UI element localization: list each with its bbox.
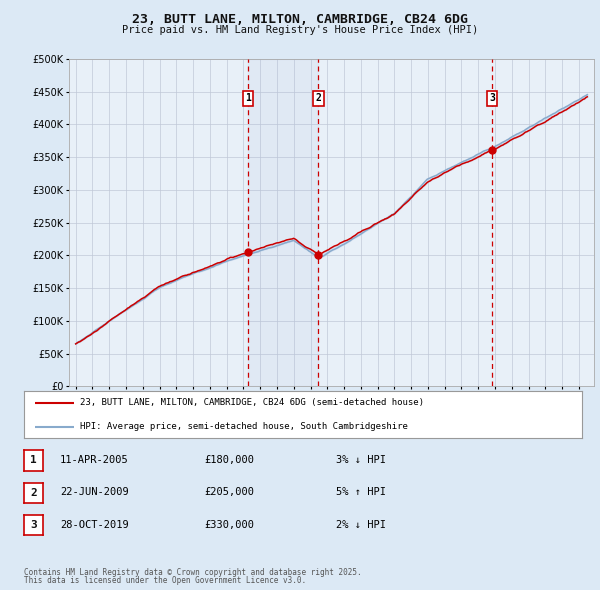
Text: 23, BUTT LANE, MILTON, CAMBRIDGE, CB24 6DG: 23, BUTT LANE, MILTON, CAMBRIDGE, CB24 6…: [132, 13, 468, 26]
Text: £330,000: £330,000: [204, 520, 254, 530]
Text: 1: 1: [245, 93, 251, 103]
Text: 2% ↓ HPI: 2% ↓ HPI: [336, 520, 386, 530]
Text: Contains HM Land Registry data © Crown copyright and database right 2025.: Contains HM Land Registry data © Crown c…: [24, 568, 362, 577]
Text: 2: 2: [316, 93, 322, 103]
Text: £205,000: £205,000: [204, 487, 254, 497]
Text: 1: 1: [30, 455, 37, 466]
Text: 3% ↓ HPI: 3% ↓ HPI: [336, 455, 386, 465]
Text: 22-JUN-2009: 22-JUN-2009: [60, 487, 129, 497]
Text: This data is licensed under the Open Government Licence v3.0.: This data is licensed under the Open Gov…: [24, 576, 306, 585]
Text: HPI: Average price, semi-detached house, South Cambridgeshire: HPI: Average price, semi-detached house,…: [80, 422, 407, 431]
Text: 5% ↑ HPI: 5% ↑ HPI: [336, 487, 386, 497]
Text: 23, BUTT LANE, MILTON, CAMBRIDGE, CB24 6DG (semi-detached house): 23, BUTT LANE, MILTON, CAMBRIDGE, CB24 6…: [80, 398, 424, 408]
Bar: [248, 59, 319, 386]
Text: Price paid vs. HM Land Registry's House Price Index (HPI): Price paid vs. HM Land Registry's House …: [122, 25, 478, 35]
Text: 2: 2: [30, 488, 37, 498]
Text: £180,000: £180,000: [204, 455, 254, 465]
Text: 3: 3: [489, 93, 495, 103]
Text: 28-OCT-2019: 28-OCT-2019: [60, 520, 129, 530]
Text: 3: 3: [30, 520, 37, 530]
Text: 11-APR-2005: 11-APR-2005: [60, 455, 129, 465]
